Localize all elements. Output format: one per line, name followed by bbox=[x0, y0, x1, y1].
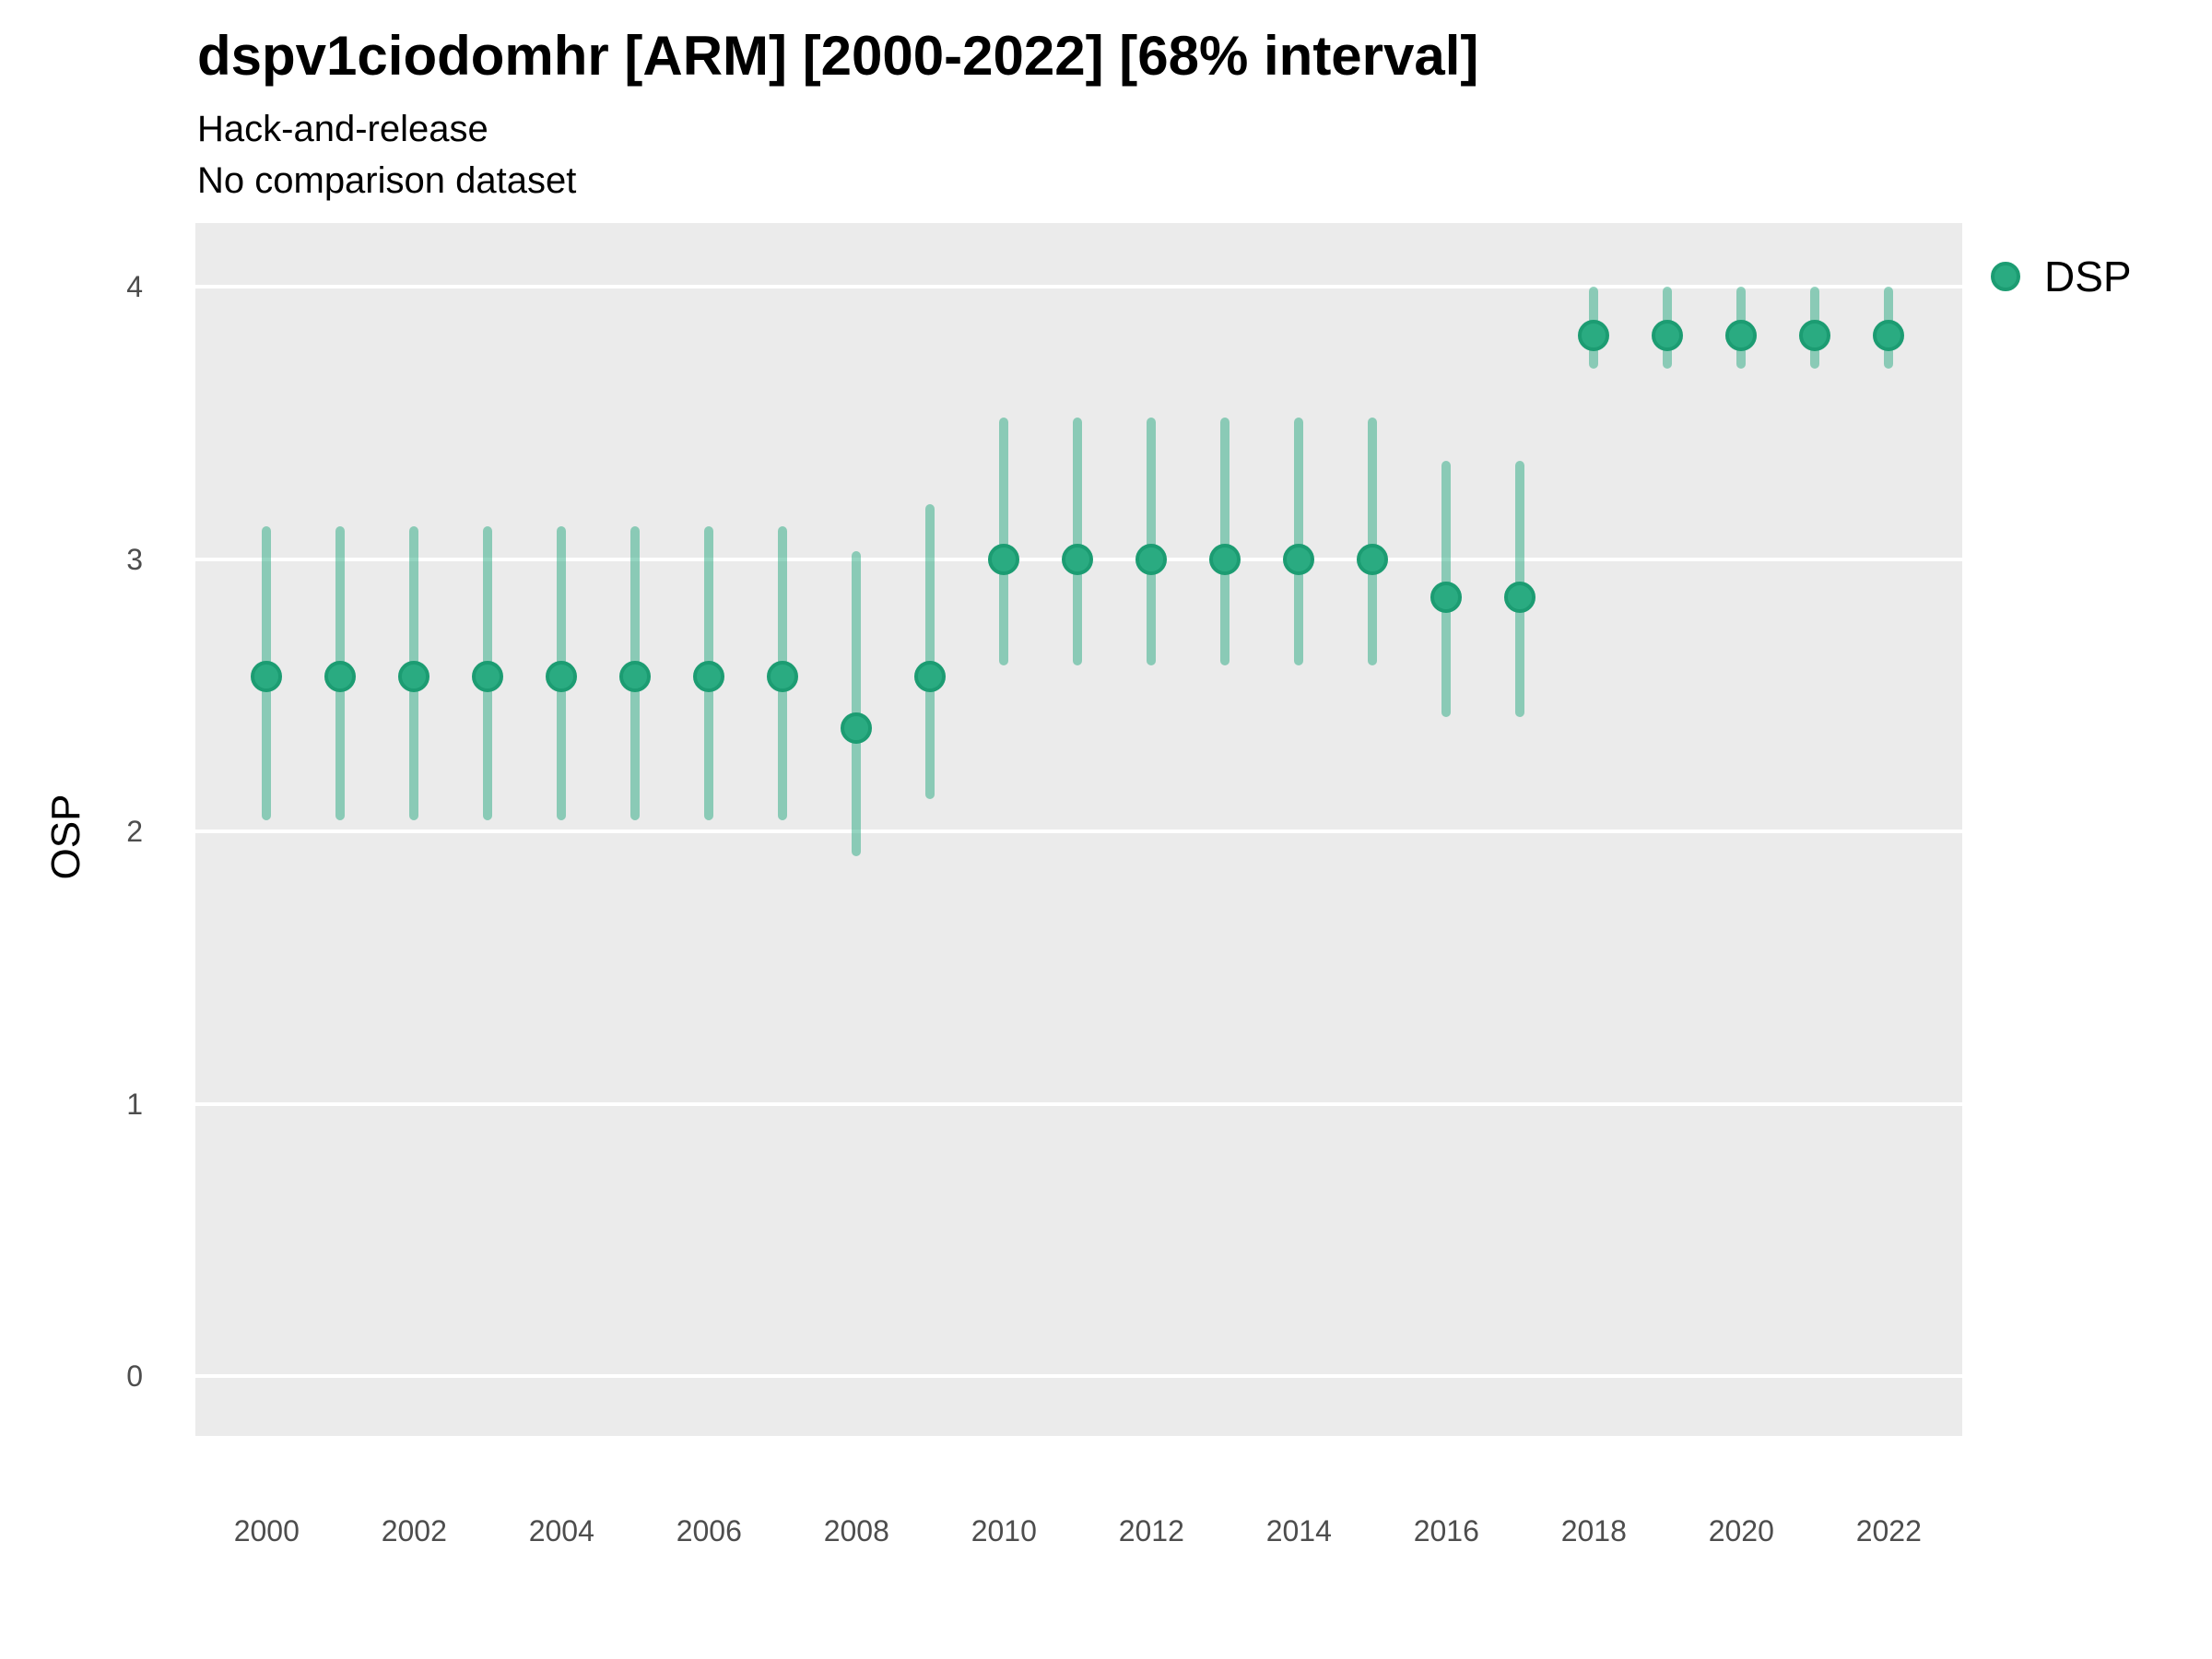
data-point-2014 bbox=[1283, 543, 1315, 575]
gridline-y-4 bbox=[195, 285, 1962, 288]
x-tick-label-2006: 2006 bbox=[676, 1514, 742, 1547]
interval-bar-2013 bbox=[1220, 417, 1230, 665]
data-point-2003 bbox=[472, 660, 504, 692]
y-tick-label-2: 2 bbox=[126, 815, 143, 848]
x-tick-label-2012: 2012 bbox=[1118, 1514, 1184, 1547]
data-point-2022 bbox=[1873, 320, 1905, 352]
data-point-2011 bbox=[1062, 543, 1094, 575]
gridline-y-1 bbox=[195, 1101, 1962, 1106]
data-point-2015 bbox=[1357, 543, 1389, 575]
data-point-2002 bbox=[398, 660, 430, 692]
x-tick-label-2014: 2014 bbox=[1265, 1514, 1332, 1547]
data-point-2010 bbox=[988, 543, 1020, 575]
x-tick-label-2000: 2000 bbox=[233, 1514, 300, 1547]
data-point-2019 bbox=[1652, 320, 1684, 352]
x-tick-label-2010: 2010 bbox=[971, 1514, 1037, 1547]
data-point-2001 bbox=[324, 660, 357, 692]
y-tick-label-4: 4 bbox=[126, 270, 143, 303]
chart-subtitle-line1: Hack-and-release bbox=[197, 109, 488, 149]
x-tick-label-2022: 2022 bbox=[1855, 1514, 1922, 1547]
interval-bar-2015 bbox=[1368, 417, 1378, 665]
x-tick-label-2016: 2016 bbox=[1413, 1514, 1479, 1547]
data-point-2009 bbox=[914, 660, 947, 692]
y-tick-label-1: 1 bbox=[126, 1087, 143, 1121]
x-tick-label-2020: 2020 bbox=[1708, 1514, 1774, 1547]
y-tick-label-3: 3 bbox=[126, 542, 143, 576]
data-point-2004 bbox=[546, 660, 578, 692]
data-point-2008 bbox=[841, 712, 873, 744]
interval-bar-2009 bbox=[925, 504, 935, 799]
x-tick-label-2008: 2008 bbox=[823, 1514, 889, 1547]
data-point-2012 bbox=[1135, 543, 1168, 575]
data-point-2016 bbox=[1430, 581, 1463, 613]
x-tick-label-2002: 2002 bbox=[381, 1514, 447, 1547]
gridline-y-2 bbox=[195, 830, 1962, 833]
interval-bar-2011 bbox=[1073, 417, 1083, 665]
chart-subtitle-line2: No comparison dataset bbox=[197, 160, 577, 201]
gridline-y-0 bbox=[195, 1374, 1962, 1378]
legend-series-label: DSP bbox=[2044, 253, 2132, 300]
data-point-2013 bbox=[1209, 543, 1241, 575]
x-tick-label-2018: 2018 bbox=[1560, 1514, 1627, 1547]
plot-panel bbox=[195, 223, 1962, 1436]
interval-bar-2010 bbox=[999, 417, 1009, 665]
data-point-2000 bbox=[251, 660, 283, 692]
data-point-2006 bbox=[693, 660, 725, 692]
x-tick-label-2004: 2004 bbox=[528, 1514, 594, 1547]
data-point-2020 bbox=[1725, 320, 1758, 352]
data-point-2018 bbox=[1578, 320, 1610, 352]
legend: DSP bbox=[1991, 253, 2132, 300]
interval-bar-2014 bbox=[1294, 417, 1304, 665]
data-point-2005 bbox=[619, 660, 652, 692]
chart-title: dspv1ciodomhr [ARM] [2000-2022] [68% int… bbox=[197, 25, 1479, 87]
data-point-2007 bbox=[767, 660, 799, 692]
interval-bar-2008 bbox=[852, 550, 862, 856]
data-point-2021 bbox=[1799, 320, 1831, 352]
interval-bar-2012 bbox=[1147, 417, 1157, 665]
data-point-2017 bbox=[1504, 581, 1536, 613]
y-tick-label-0: 0 bbox=[126, 1359, 143, 1393]
legend-point-swatch bbox=[1991, 262, 2020, 291]
